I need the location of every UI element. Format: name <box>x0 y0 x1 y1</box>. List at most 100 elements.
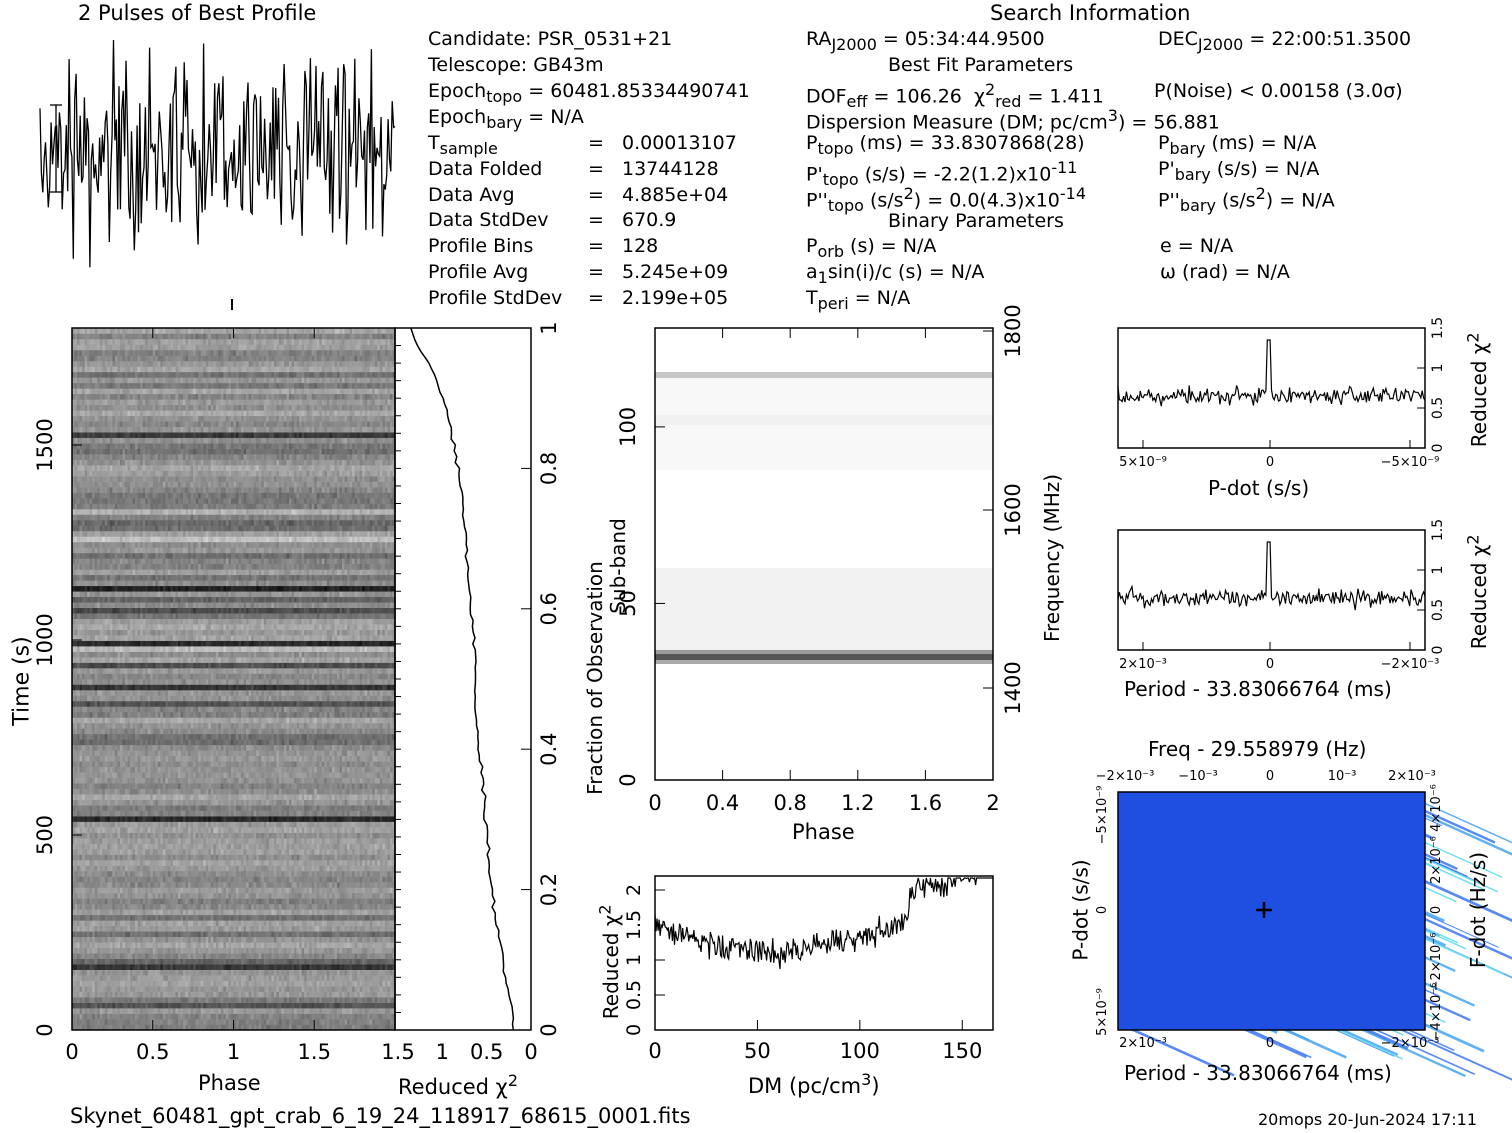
heatmap-cell <box>286 958 290 965</box>
heatmap-cell <box>127 953 131 959</box>
heatmap-cell <box>213 975 217 981</box>
heatmap-cell <box>344 991 348 998</box>
heatmap-cell <box>294 931 297 938</box>
heatmap-cell <box>109 964 113 970</box>
heatmap-cell <box>127 887 131 894</box>
heatmap-cell <box>241 1024 244 1031</box>
heatmap-cell <box>258 975 262 981</box>
heatmap-cell <box>122 1013 126 1020</box>
heatmap-cell <box>114 1024 118 1031</box>
heatmap-cell <box>331 1019 335 1025</box>
heatmap-cell <box>278 969 282 976</box>
heatmap-cell <box>347 865 350 872</box>
heatmap-cell <box>319 881 323 888</box>
heatmap-cell <box>79 931 83 938</box>
heatmap-cell <box>112 849 116 855</box>
heatmap-cell <box>384 931 388 938</box>
heatmap-cell <box>195 1024 199 1031</box>
heatmap-cell <box>387 1002 391 1009</box>
heatmap-cell <box>266 876 270 883</box>
heatmap-cell <box>104 909 108 916</box>
heatmap-cell <box>382 881 386 888</box>
heatmap-cell <box>218 821 222 828</box>
heatmap-cell <box>273 969 277 976</box>
heatmap-cell <box>329 969 333 976</box>
heatmap-cell <box>271 816 275 822</box>
heatmap-cell <box>132 887 136 894</box>
heatmap-cell <box>180 859 184 866</box>
heatmap-cell <box>193 892 196 899</box>
heatmap-cell <box>248 958 252 965</box>
heatmap-cell <box>205 991 209 998</box>
heatmap-cell <box>104 1024 108 1031</box>
heatmap-cell <box>304 1019 307 1025</box>
heatmap-cell <box>185 969 189 976</box>
heatmap-cell <box>319 849 323 855</box>
heatmap-cell <box>157 980 161 987</box>
heatmap-cell <box>261 843 265 850</box>
heatmap-cell <box>334 920 338 927</box>
heatmap-cell <box>122 827 126 833</box>
heatmap-cell <box>172 887 176 894</box>
heatmap-cell <box>185 827 189 833</box>
heatmap-cell <box>283 887 287 894</box>
heatmap-cell <box>195 838 199 844</box>
heatmap-cell <box>243 843 247 850</box>
heatmap-cell <box>213 942 217 949</box>
heatmap-cell <box>188 816 191 822</box>
heatmap-cell <box>175 1019 179 1025</box>
heatmap-cell <box>145 920 148 927</box>
heatmap-cell <box>304 1013 307 1020</box>
heatmap-cell <box>311 821 315 828</box>
heatmap-cell <box>84 1024 88 1031</box>
heatmap-cell <box>309 942 313 949</box>
heatmap-cell <box>289 832 292 839</box>
heatmap-cell <box>122 986 126 992</box>
heatmap-cell <box>261 865 265 872</box>
heatmap-cell <box>225 816 229 822</box>
heatmap-cell <box>230 898 234 905</box>
heatmap-cell <box>167 876 171 883</box>
heatmap-cell <box>220 1002 224 1009</box>
heatmap-cell <box>349 909 353 916</box>
heatmap-cell <box>314 898 318 905</box>
heatmap-cell <box>294 870 297 877</box>
heatmap-cell <box>132 969 136 976</box>
heatmap-cell <box>89 821 93 828</box>
heatmap-cell <box>190 1019 194 1025</box>
heatmap-cell <box>170 986 174 992</box>
heatmap-cell <box>296 821 300 828</box>
heatmap-cell <box>135 1024 138 1031</box>
heatmap-cell <box>122 1019 126 1025</box>
heatmap-cell <box>268 870 272 877</box>
heatmap-cell <box>145 1013 148 1020</box>
heatmap-cell <box>349 997 353 1003</box>
heatmap-cell <box>213 827 217 833</box>
heatmap-cell <box>167 859 171 866</box>
heatmap-cell <box>384 876 388 883</box>
heatmap-cell <box>220 816 224 822</box>
heatmap-cell <box>334 1024 338 1031</box>
heatmap-cell <box>84 969 88 976</box>
heatmap-cell <box>130 876 133 883</box>
heatmap-cell <box>72 942 75 949</box>
heatmap-cell <box>248 816 252 822</box>
heatmap-cell <box>364 1013 368 1020</box>
heatmap-cell <box>72 914 75 921</box>
heatmap-cell <box>203 854 207 861</box>
heatmap-cell <box>160 1002 164 1009</box>
heatmap-cell <box>87 920 90 927</box>
heatmap-cell <box>294 975 297 981</box>
heatmap-cell <box>205 887 209 894</box>
heatmap-cell <box>92 975 96 981</box>
heatmap-cell <box>109 854 113 861</box>
heatmap-cell <box>77 969 80 976</box>
heatmap-cell <box>97 903 101 910</box>
heatmap-cell <box>316 980 320 987</box>
heatmap-cell <box>314 827 318 833</box>
heatmap-cell <box>82 898 85 905</box>
heatmap-cell <box>84 898 88 905</box>
heatmap-cell <box>359 870 363 877</box>
heatmap-cell <box>142 832 146 839</box>
heatmap-cell <box>263 903 267 910</box>
